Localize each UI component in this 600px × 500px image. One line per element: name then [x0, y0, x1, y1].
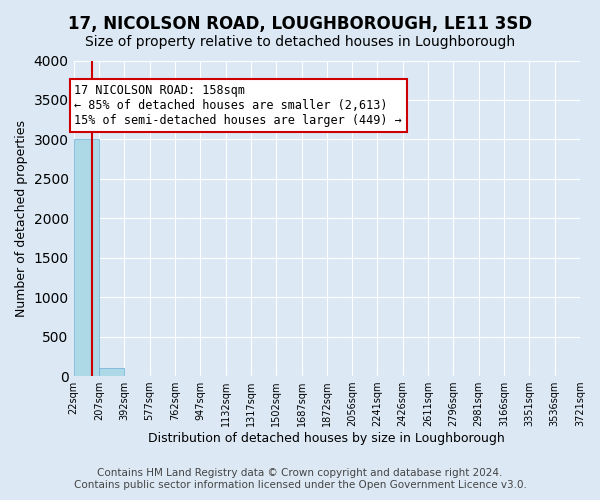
- Text: Size of property relative to detached houses in Loughborough: Size of property relative to detached ho…: [85, 35, 515, 49]
- Text: 17 NICOLSON ROAD: 158sqm
← 85% of detached houses are smaller (2,613)
15% of sem: 17 NICOLSON ROAD: 158sqm ← 85% of detach…: [74, 84, 402, 127]
- Bar: [74, 140, 99, 376]
- Text: 17, NICOLSON ROAD, LOUGHBOROUGH, LE11 3SD: 17, NICOLSON ROAD, LOUGHBOROUGH, LE11 3S…: [68, 15, 532, 33]
- Y-axis label: Number of detached properties: Number of detached properties: [15, 120, 28, 317]
- Text: Contains HM Land Registry data © Crown copyright and database right 2024.
Contai: Contains HM Land Registry data © Crown c…: [74, 468, 526, 490]
- X-axis label: Distribution of detached houses by size in Loughborough: Distribution of detached houses by size …: [148, 432, 505, 445]
- Bar: [99, 368, 124, 376]
